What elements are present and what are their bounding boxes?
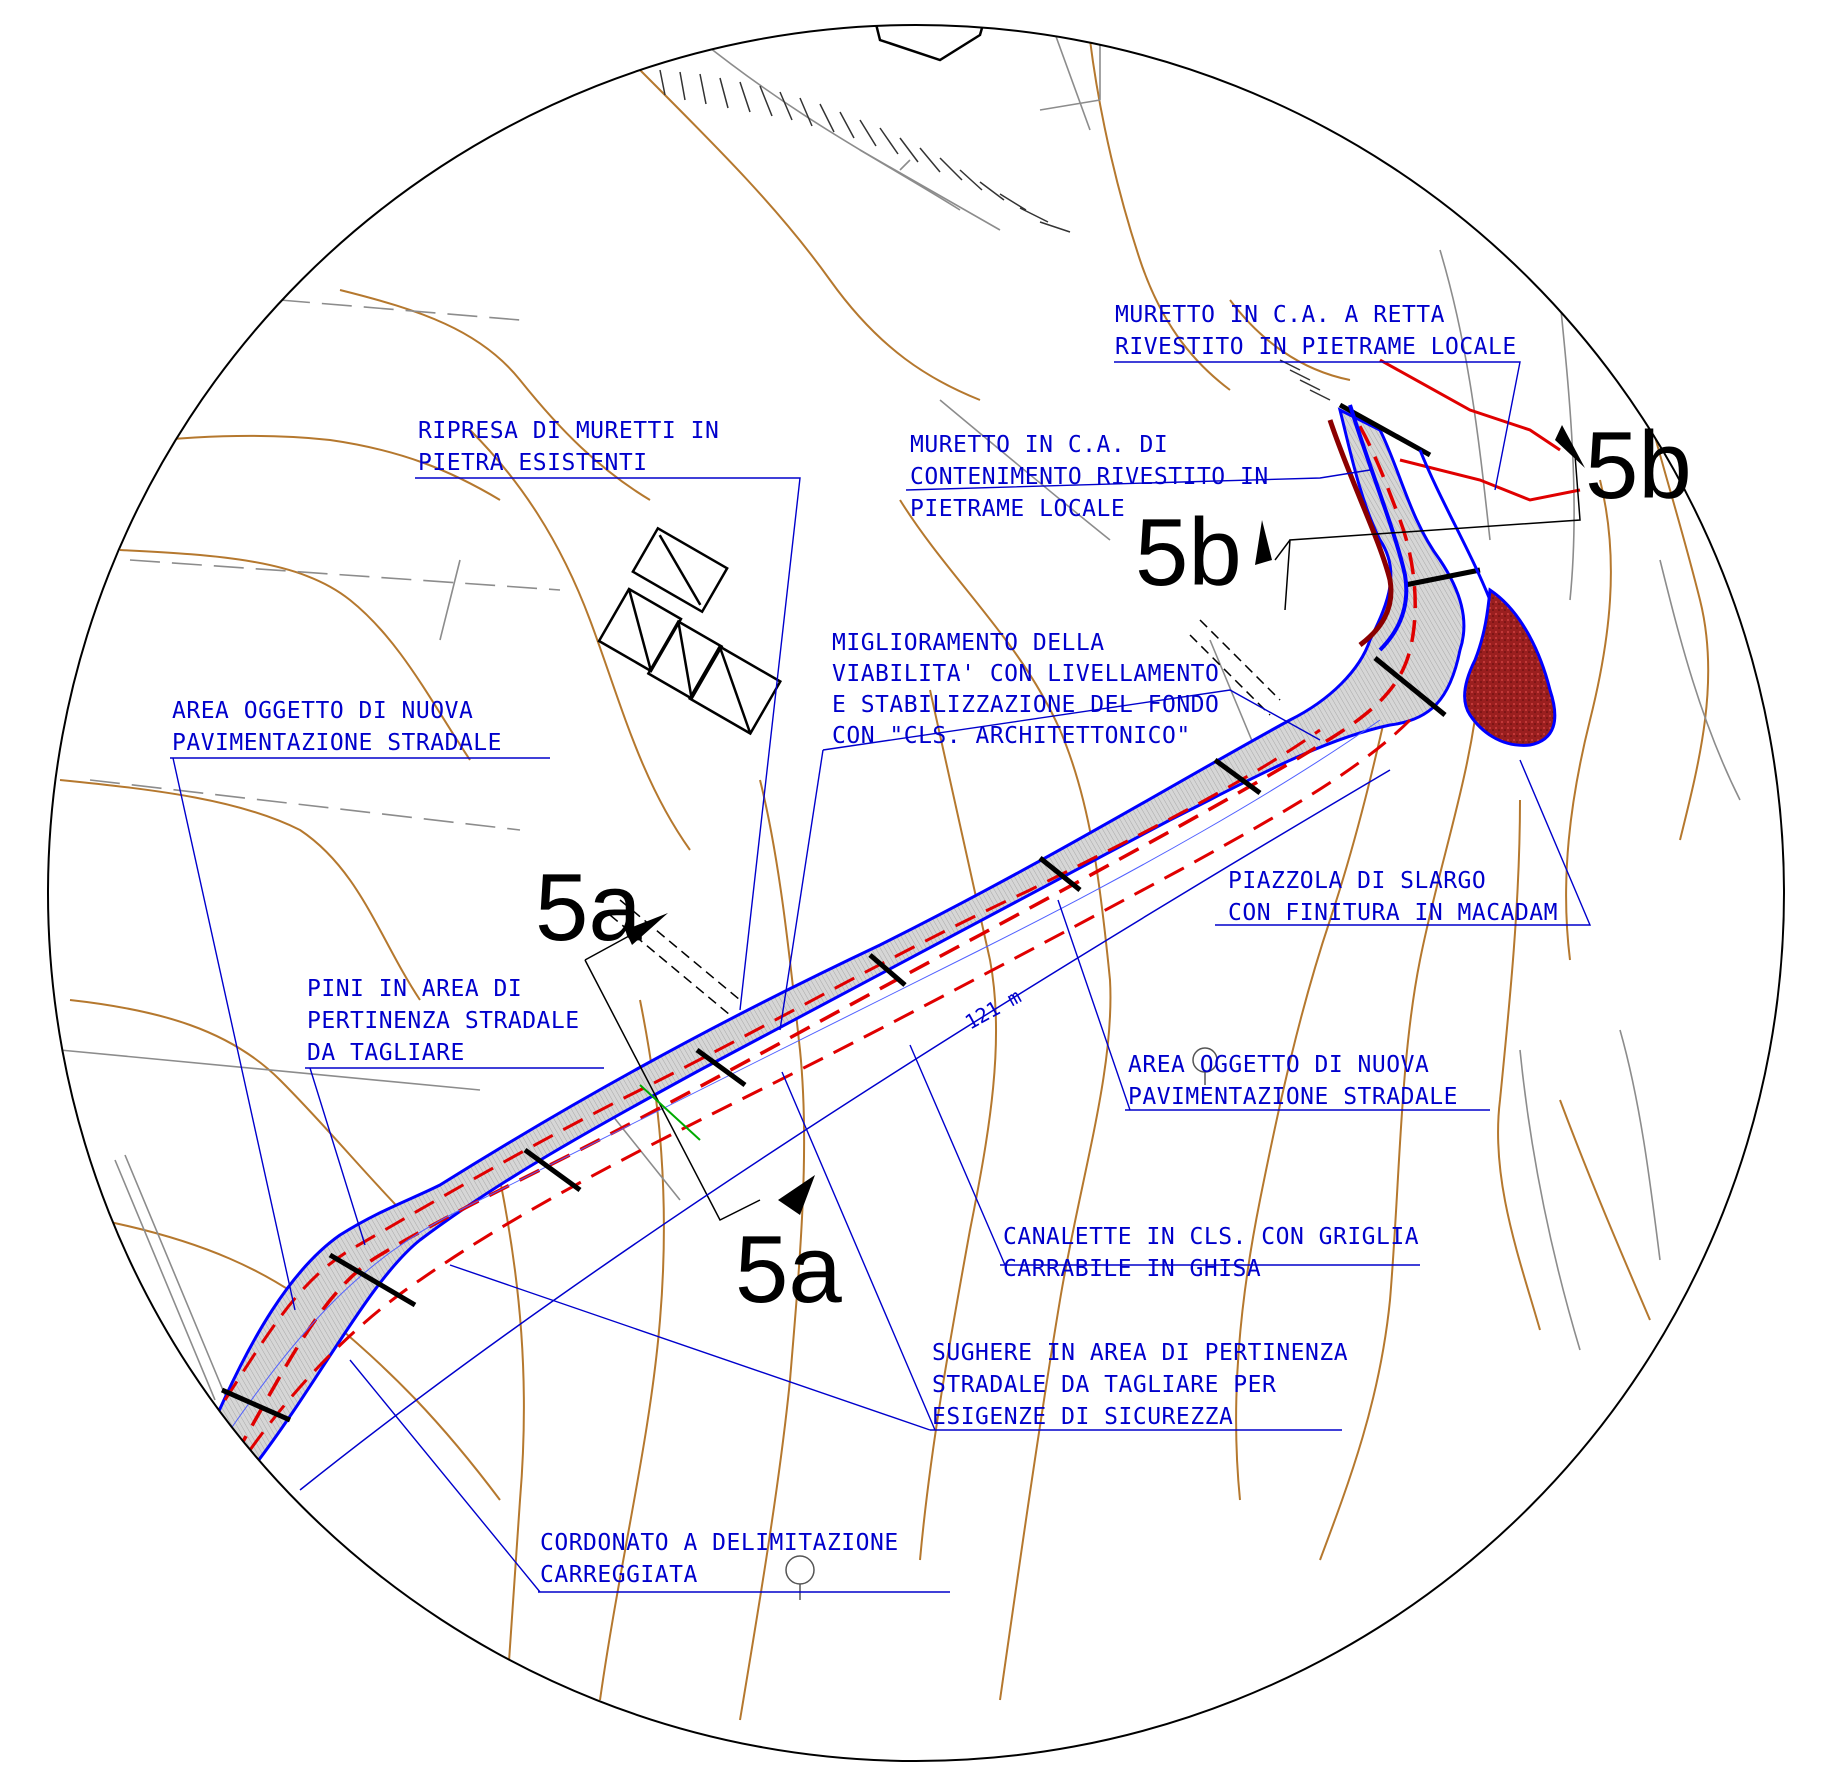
tree-symbols xyxy=(785,1047,1218,1600)
dimension-text: 121 m xyxy=(961,984,1025,1034)
section-5b-left-arrow xyxy=(1255,520,1272,565)
section-markers: 5a 5a 5b 5b xyxy=(535,412,1692,1323)
buildings xyxy=(597,25,992,736)
map-content xyxy=(59,25,1741,1721)
piazzola-macadam xyxy=(1463,587,1557,747)
leader-lines xyxy=(170,361,1592,1593)
section-5b-right: 5b xyxy=(1585,412,1692,519)
slope-ticks xyxy=(659,69,1331,401)
label-sughere: SUGHERE IN AREA DI PERTINENZA STRADALE D… xyxy=(932,1340,1362,1430)
road xyxy=(213,407,1466,1468)
boundary-lines xyxy=(59,25,1741,1481)
detail-circle xyxy=(47,24,1785,1762)
annotations: MURETTO IN C.A. A RETTA RIVESTITO IN PIE… xyxy=(172,302,1558,1588)
retaining-walls xyxy=(1327,358,1581,652)
road-axis xyxy=(233,409,1417,1456)
section-5a-bottom-arrow xyxy=(778,1175,815,1215)
label-piazzola: PIAZZOLA DI SLARGO CON FINITURA IN MACAD… xyxy=(1228,868,1558,926)
label-miglioramento: MIGLIORAMENTO DELLA VIABILITA' CON LIVEL… xyxy=(832,630,1234,749)
section-5a-top-arrow xyxy=(625,913,668,945)
label-cordonato: CORDONATO A DELIMITAZIONE CARREGGIATA xyxy=(540,1530,913,1588)
section-5a-bottom: 5a xyxy=(735,1216,842,1323)
label-pini: PINI IN AREA DI PERTINENZA STRADALE DA T… xyxy=(307,976,594,1066)
section-5b-right-arrow xyxy=(1555,425,1585,468)
section-5b-left: 5b xyxy=(1135,499,1242,606)
label-ripresa-muretti: RIPRESA DI MURETTI IN PIETRA ESISTENTI xyxy=(418,418,734,476)
road-surface xyxy=(213,407,1466,1468)
label-muretto-contenimento: MURETTO IN C.A. DI CONTENIMENTO RIVESTIT… xyxy=(910,432,1283,522)
label-area-nuova-right: AREA OGGETTO DI NUOVA PAVIMENTAZIONE STR… xyxy=(1128,1052,1458,1110)
label-canalette: CANALETTE IN CLS. CON GRIGLIA CARRABILE … xyxy=(1003,1224,1433,1282)
section-5a-top: 5a xyxy=(535,854,642,961)
section-lines xyxy=(584,454,1581,1222)
label-area-nuova-left: AREA OGGETTO DI NUOVA PAVIMENTAZIONE STR… xyxy=(172,698,502,756)
label-muretto-retta: MURETTO IN C.A. A RETTA RIVESTITO IN PIE… xyxy=(1115,302,1517,360)
drainage-grates xyxy=(220,402,1481,1423)
